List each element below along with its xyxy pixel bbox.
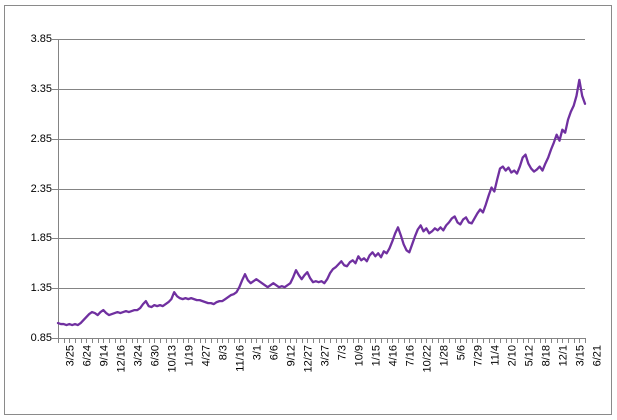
x-axis-tick-label: 6/21 bbox=[591, 345, 604, 367]
x-axis-tick-label: 7/3 bbox=[336, 345, 349, 361]
x-axis-tick-label: 1/19 bbox=[183, 345, 196, 367]
x-axis-tick-label: 8/18 bbox=[540, 345, 553, 367]
y-axis-tick-label: 1.85 bbox=[30, 232, 52, 245]
x-axis-tick-label: 1/15 bbox=[370, 345, 383, 367]
x-axis-tick-label: 6/24 bbox=[81, 345, 94, 367]
chart-border bbox=[4, 5, 612, 415]
x-axis-tick-label: 3/15 bbox=[574, 345, 587, 367]
y-axis-tick-label: 1.35 bbox=[30, 282, 52, 295]
x-axis-tick-label: 1/28 bbox=[438, 345, 451, 367]
x-axis-tick-label: 11/4 bbox=[489, 345, 502, 366]
x-axis-tick-label: 3/1 bbox=[251, 345, 264, 361]
x-axis-tick-label: 4/27 bbox=[200, 345, 213, 367]
y-axis-tick-label: 2.35 bbox=[30, 182, 52, 195]
x-axis-tick-label: 3/24 bbox=[132, 345, 145, 367]
x-axis-tick-label: 6/6 bbox=[268, 345, 281, 361]
x-axis-tick-label: 12/16 bbox=[115, 345, 128, 373]
x-axis-tick-label: 3/27 bbox=[319, 345, 332, 367]
x-axis-tick-label: 4/16 bbox=[387, 345, 400, 367]
y-axis-tick-label: 3.85 bbox=[30, 33, 52, 45]
x-axis-tick-label: 7/16 bbox=[404, 345, 417, 367]
x-axis-tick-label: 5/12 bbox=[523, 345, 536, 367]
y-axis-tick-label: 3.35 bbox=[30, 82, 52, 95]
x-axis-tick-label: 10/13 bbox=[166, 345, 179, 373]
x-axis-tick-label: 10/22 bbox=[421, 345, 434, 373]
x-axis-tick-label: 5/6 bbox=[455, 345, 468, 361]
x-axis-tick-label: 11/16 bbox=[234, 345, 247, 372]
x-axis-tick-label: 2/10 bbox=[506, 345, 519, 367]
data-line bbox=[56, 78, 587, 327]
x-axis-tick-label: 9/12 bbox=[285, 345, 298, 367]
x-axis-tick-label: 10/9 bbox=[353, 345, 366, 367]
y-axis-tick-label: 0.85 bbox=[30, 332, 52, 344]
x-axis-tick-label: 12/27 bbox=[302, 345, 315, 373]
x-axis-tick-label: 3/25 bbox=[64, 345, 77, 367]
x-axis-tick-label: 12/1 bbox=[557, 345, 570, 367]
x-axis-tick-label: 8/3 bbox=[217, 345, 230, 361]
x-axis-tick-label: 7/29 bbox=[472, 345, 485, 367]
x-axis-tick-label: 6/30 bbox=[149, 345, 162, 367]
x-axis-tick-label: 9/14 bbox=[98, 345, 111, 367]
y-axis-tick-label: 2.85 bbox=[30, 132, 52, 145]
